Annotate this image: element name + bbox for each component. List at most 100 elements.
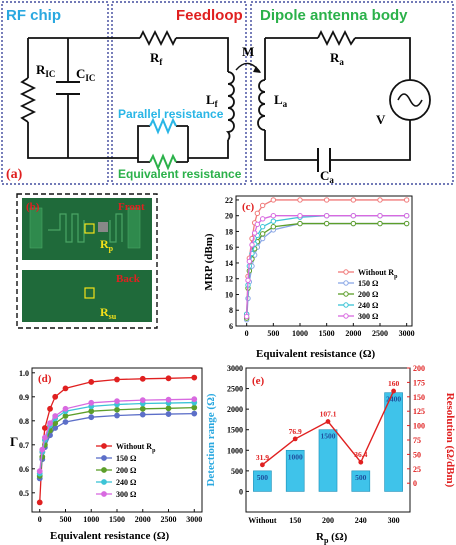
data-point	[139, 405, 146, 412]
chart-e-bars: 500 1000 1500 500 2400	[253, 392, 403, 492]
rsu-label: Rsu	[100, 305, 117, 321]
detection-chart: 0 500 1000 1500 2000 2500 3000 0 25 50 75 100 125 150…	[205, 364, 456, 545]
data-point	[403, 220, 410, 227]
lf-label: Lf	[206, 92, 219, 109]
legend-label: Without Rp	[116, 442, 156, 454]
panel-a-label: (a)	[6, 167, 23, 182]
legend-label: Without Rp	[358, 268, 398, 280]
x-tick-label: 1000	[83, 515, 99, 524]
data-point	[243, 313, 250, 320]
x-tick-label: 2000	[345, 329, 361, 338]
data-point	[165, 405, 172, 412]
y2-tick-label: 175	[413, 378, 425, 387]
data-point	[297, 212, 303, 219]
bar	[384, 392, 403, 492]
bar	[253, 470, 272, 492]
y2-tick-label: 25	[413, 465, 421, 474]
data-point	[191, 374, 198, 381]
y-tick-label: 2500	[227, 385, 243, 394]
x-tick-label: 0	[245, 329, 249, 338]
chart-c-frame	[235, 195, 413, 327]
data-point	[403, 197, 410, 203]
data-point	[191, 396, 198, 403]
ca-capacitor	[317, 148, 331, 172]
y-tick-label: 16	[225, 243, 233, 252]
y2-tick-label: 0	[413, 479, 417, 488]
rf-chip-title: RF chip	[6, 7, 61, 24]
la-inductor	[257, 79, 266, 131]
resolution-label: 31.9	[256, 453, 269, 462]
y-tick-label: 3000	[227, 364, 243, 373]
x-tick-label: 1500	[109, 515, 125, 524]
y-tick-label: 1500	[227, 426, 243, 435]
y-tick-label: 0	[239, 487, 243, 496]
y2-tick-label: 100	[413, 422, 425, 431]
data-point	[165, 396, 172, 403]
panel-c-label: (c)	[242, 201, 255, 213]
data-point	[323, 220, 330, 227]
data-point	[88, 379, 95, 385]
resolution-label: 160	[388, 379, 400, 388]
x-tick-label: 1000	[292, 329, 308, 338]
y2-tick-label: 200	[413, 364, 425, 373]
y-tick-label: 1.0	[19, 369, 29, 378]
legend-label: 300 Ω	[358, 312, 379, 321]
parallel-label: Parallel resistance	[118, 107, 224, 121]
chart-e-y2label: Resolution (Ω/dBm)	[444, 393, 456, 488]
y-tick-label: 1000	[227, 446, 243, 455]
data-point	[323, 197, 330, 203]
data-point	[191, 404, 198, 411]
y-tick-label: 2000	[227, 405, 243, 414]
resolution-point	[292, 436, 298, 442]
ra-label: Ra	[330, 50, 344, 67]
data-point	[246, 258, 253, 265]
chart-d-ylabel: Γ	[10, 434, 18, 449]
legend-marker	[101, 455, 107, 461]
bar-value-label: 2400	[386, 395, 401, 404]
data-point	[350, 212, 357, 219]
lf-inductor	[225, 71, 235, 141]
y-tick-label: 0.9	[19, 393, 29, 402]
y-tick-label: 18	[225, 227, 233, 236]
resolution-point	[325, 419, 331, 424]
chart-e-ylabel: Detection range (Ω)	[205, 393, 217, 486]
front-pad-right	[127, 207, 141, 249]
x-tick-label: 200	[322, 516, 334, 525]
dipole-box	[250, 1, 454, 185]
y-tick-label: 0.5	[19, 489, 29, 498]
x-tick-label: 240	[355, 516, 367, 525]
bar-value-label: 1500	[321, 432, 336, 441]
y-tick-label: 12	[225, 275, 233, 284]
panel-e-label: (e)	[252, 375, 265, 387]
data-point	[165, 411, 172, 417]
y-tick-label: 0.6	[19, 465, 29, 474]
x-tick-label: 2500	[161, 515, 177, 524]
legend-marker	[343, 280, 349, 286]
data-point	[377, 197, 383, 203]
legend-label: 150 Ω	[358, 279, 379, 288]
data-point	[114, 406, 120, 413]
m-label: M	[242, 44, 254, 59]
circuit-wires	[27, 37, 411, 163]
y2-tick-label: 75	[413, 436, 421, 445]
ric-label: RIC	[36, 62, 55, 79]
legend-marker	[101, 467, 107, 473]
rp-label: Rp	[100, 237, 114, 253]
back-label: Back	[116, 273, 141, 285]
photo-frame	[16, 193, 158, 329]
data-point	[114, 376, 120, 383]
y-tick-label: 14	[225, 259, 233, 268]
data-point	[323, 212, 330, 219]
x-tick-label: 3000	[186, 515, 202, 524]
data-point	[88, 399, 95, 406]
bar	[351, 470, 371, 492]
chart-d-ticks: 0 500 1000 1500 2000 2500 3000 0.5 0.6 0.7 0.8 0.9 1…	[19, 369, 202, 524]
y-tick-label: 8	[229, 306, 233, 315]
chart-d-series	[36, 374, 198, 506]
data-point	[270, 197, 277, 203]
data-point	[259, 224, 266, 230]
ric-resistor	[19, 77, 37, 123]
